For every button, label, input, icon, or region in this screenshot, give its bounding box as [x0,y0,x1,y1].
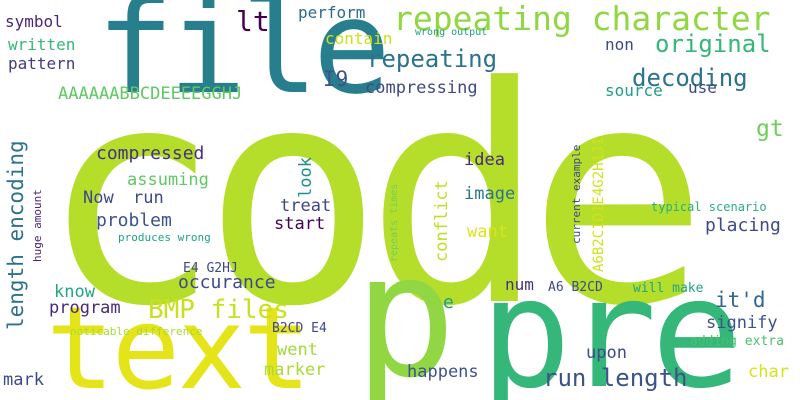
word: pre [480,245,743,400]
word: I9 [323,67,349,91]
word: p [354,218,457,400]
word: want [467,222,508,242]
word: wrong output [415,27,488,38]
word: upon [586,343,627,363]
word: went [277,340,318,360]
word: know [54,282,95,302]
word: repeating character [393,0,771,38]
word: compressing [365,78,478,98]
word: pattern [8,54,76,73]
word: original [655,30,771,58]
word: e [443,292,454,313]
word: mark [3,370,44,390]
word: perform [298,3,366,22]
word: E4 G2HJ [183,261,238,276]
word: symbol [5,12,63,31]
word: repeating [367,45,498,73]
word: AAAAAABBCDEEEEGGHJ [58,84,243,104]
word: noticable difference [70,325,203,338]
word: problem [96,210,172,231]
word: it'd [715,288,766,312]
word: decoding [632,64,748,92]
word: assuming [127,170,209,190]
word: written [8,35,76,54]
word: repeats times [389,183,400,262]
word: non [605,35,634,54]
word: occurance [178,272,276,293]
word: source [605,81,663,100]
word: Now [83,188,114,208]
word: code [40,23,708,372]
word: text [46,282,312,400]
word: start [274,214,326,234]
word: placing [705,215,781,236]
word: num [505,275,534,294]
word: char [748,362,789,382]
word: adding extra [690,334,784,349]
word: will make [633,281,704,296]
word: lt [236,5,270,38]
word: happens [407,362,479,382]
word: file [96,0,391,123]
word: conflict [432,180,452,262]
word: compressed [96,143,205,164]
word: run length [543,364,688,392]
word: length encoding [4,140,28,330]
word: image [464,184,516,204]
word: BMP files [148,295,289,325]
word: gt [756,116,784,142]
word: signify [706,313,778,333]
word: B2CD E4 [272,321,327,336]
word: use [688,78,717,97]
word: run [133,188,164,208]
word: program [49,298,121,318]
word: A6B2C1D1E4G2H1J1 [591,137,607,272]
word: produces wrong [118,231,211,244]
word: typical scenario [651,200,767,214]
word: huge amount [31,189,44,262]
word: look [296,157,316,198]
word: current example [570,144,583,244]
word: marker [264,360,326,380]
word: A6 B2CD [548,280,603,295]
word: treat [280,196,332,216]
word: contain [325,29,393,48]
word: idea [464,150,505,170]
